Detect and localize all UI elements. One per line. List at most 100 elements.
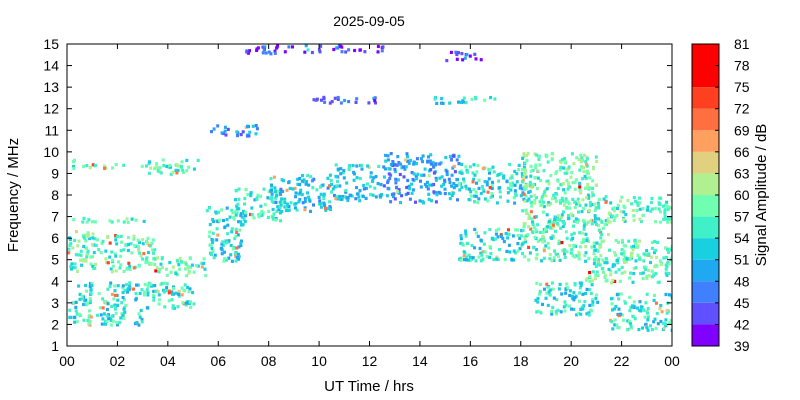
signal-cell — [267, 50, 271, 54]
signal-cell — [344, 50, 348, 54]
signal-cell — [577, 210, 580, 214]
signal-cell — [565, 171, 569, 175]
signal-cell — [537, 155, 541, 159]
signal-cell — [285, 188, 289, 192]
signal-cell — [169, 270, 173, 274]
signal-cell — [584, 232, 588, 236]
signal-cell — [139, 254, 143, 258]
signal-cell — [573, 180, 577, 184]
signal-cell — [404, 165, 408, 169]
signal-cell — [650, 328, 654, 332]
signal-cell — [296, 182, 300, 186]
signal-cell — [634, 241, 638, 245]
signal-cell — [513, 201, 517, 205]
signal-cell — [527, 225, 531, 229]
signal-cell — [115, 321, 119, 325]
signal-cell — [269, 52, 273, 56]
signal-cell — [99, 313, 103, 317]
signal-cell — [369, 192, 373, 197]
signal-cell — [563, 248, 567, 253]
signal-cell — [101, 317, 105, 321]
signal-cell — [550, 236, 554, 240]
signal-cell — [540, 203, 544, 207]
signal-cell — [339, 197, 343, 201]
signal-cell — [594, 264, 598, 269]
signal-cell — [363, 50, 367, 54]
colorbar-tick-label: 78 — [734, 58, 750, 74]
signal-cell — [497, 227, 501, 231]
signal-cell — [94, 163, 97, 168]
signal-cell — [527, 258, 531, 262]
signal-cell — [113, 289, 117, 293]
x-tick-label: 04 — [160, 353, 176, 369]
signal-cell — [85, 164, 89, 168]
signal-cell — [596, 206, 600, 210]
signal-cell — [464, 184, 468, 188]
signal-cell — [557, 254, 560, 258]
signal-cell — [633, 317, 637, 321]
signal-cell — [270, 199, 274, 203]
signal-cell — [415, 177, 419, 181]
signal-cell — [665, 273, 669, 277]
signal-cell — [547, 182, 551, 186]
signal-cell — [606, 233, 610, 237]
signal-cell — [504, 232, 508, 236]
signal-cell — [447, 192, 451, 196]
signal-cell — [109, 267, 113, 271]
signal-cell — [414, 174, 418, 178]
signal-cell — [462, 96, 466, 100]
signal-cell — [425, 184, 429, 188]
signal-cell — [93, 220, 97, 224]
signal-cell — [563, 191, 567, 195]
signal-cell — [638, 239, 641, 243]
signal-cell — [586, 185, 589, 190]
signal-cell — [231, 211, 235, 215]
signal-cell — [105, 307, 109, 312]
signal-cell — [108, 284, 112, 288]
signal-cell — [180, 165, 184, 169]
signal-cell — [239, 243, 243, 248]
signal-cell — [590, 194, 594, 198]
signal-cell — [510, 176, 514, 180]
signal-cell — [102, 312, 106, 316]
signal-cell — [91, 255, 95, 259]
signal-cell — [488, 186, 492, 190]
signal-cell — [177, 263, 181, 267]
signal-cell — [240, 215, 244, 219]
signal-cell — [624, 213, 628, 217]
signal-cell — [457, 154, 461, 158]
signal-cell — [567, 214, 570, 218]
signal-cell — [187, 290, 191, 294]
signal-cell — [541, 240, 545, 244]
signal-cell — [460, 162, 464, 166]
signal-cell — [73, 262, 77, 266]
signal-cell — [235, 230, 239, 234]
signal-cell — [628, 276, 632, 280]
signal-cell — [203, 267, 207, 271]
signal-cell — [410, 191, 414, 195]
signal-cell — [480, 253, 484, 257]
x-tick-label: 12 — [362, 353, 378, 369]
signal-cell — [116, 298, 120, 302]
signal-cell — [386, 154, 390, 158]
signal-cell — [402, 165, 405, 169]
signal-cell — [242, 209, 245, 214]
signal-cell — [279, 219, 283, 223]
signal-cell — [288, 186, 292, 191]
signal-cell — [591, 279, 594, 283]
signal-cell — [630, 245, 634, 249]
colorbar-segment — [692, 195, 719, 217]
signal-cell — [304, 182, 308, 186]
signal-cell — [158, 166, 162, 170]
signal-cell — [509, 188, 513, 192]
signal-cell — [561, 199, 565, 203]
signal-cell — [629, 305, 633, 309]
signal-cell — [506, 191, 510, 195]
signal-cell — [226, 223, 230, 227]
signal-cell — [592, 167, 595, 171]
signal-cell — [609, 201, 613, 205]
signal-cell — [535, 253, 539, 257]
signal-cell — [607, 211, 611, 215]
signal-cell — [296, 177, 300, 181]
signal-cell — [609, 269, 613, 273]
